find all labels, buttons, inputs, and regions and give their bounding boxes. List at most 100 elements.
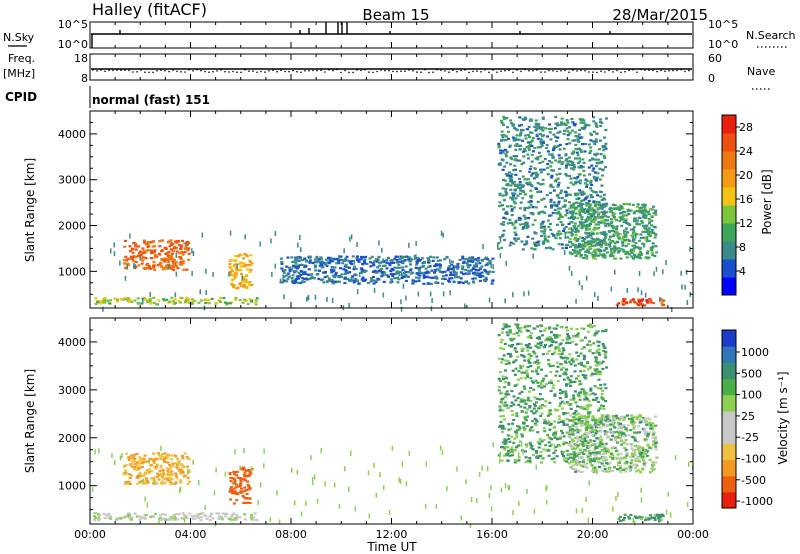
power-noise-cell (331, 298, 334, 303)
vel-cell (649, 471, 652, 474)
power-cell (406, 275, 410, 278)
power-cell (576, 217, 580, 220)
power-cell (175, 265, 179, 268)
power-cell (642, 216, 646, 219)
power-cell (339, 275, 343, 279)
vel-cell (564, 441, 568, 444)
power-cell (401, 266, 405, 269)
power-cell (528, 168, 532, 171)
power-cell (371, 262, 375, 265)
vel-cell (582, 458, 586, 461)
vel-cell (247, 488, 251, 491)
vel-cell (589, 452, 593, 455)
vel-cell (516, 325, 519, 328)
power-cell (587, 246, 591, 249)
power-cell (628, 253, 632, 256)
power-cell (635, 222, 639, 225)
power-cell (389, 259, 393, 262)
power-cell (323, 263, 327, 266)
vel-cell (159, 466, 163, 469)
vel-cell (564, 457, 568, 460)
power-cell (530, 185, 534, 188)
vel-cell (124, 483, 127, 486)
power-cell (568, 160, 572, 163)
vel-cell (526, 415, 529, 418)
power-cell (577, 133, 581, 136)
vel-cell (97, 516, 101, 519)
vel-cell (503, 448, 507, 451)
power-cell (509, 188, 513, 191)
vel-cell (153, 466, 157, 469)
power-cell (372, 264, 376, 267)
vel-cell (249, 516, 253, 519)
power-cell (325, 264, 329, 267)
power-cell (522, 223, 526, 226)
vel-cell (572, 394, 576, 397)
power-cell (626, 231, 630, 234)
power-cell (576, 252, 580, 255)
power-cell (285, 265, 289, 268)
power-cell (621, 303, 625, 306)
vel-cell (635, 431, 639, 434)
power-cell (502, 208, 506, 211)
power-cell (497, 242, 501, 245)
vel-cell (587, 458, 591, 461)
power-cell (347, 259, 351, 262)
power-cell (454, 276, 457, 279)
vel-cell (166, 519, 170, 522)
vel-cell (509, 337, 513, 340)
vel-cell (234, 516, 238, 520)
power-cell (309, 259, 312, 262)
vel-cell (588, 411, 592, 414)
nave-point (532, 69, 534, 72)
power-cell (586, 240, 590, 244)
power-noise-cell (417, 291, 420, 297)
power-cell (179, 257, 183, 260)
power-cell (150, 252, 153, 255)
vel-cell (602, 407, 606, 410)
vel-cell (188, 512, 192, 515)
vel-cell (608, 456, 612, 459)
vel-cell (559, 436, 563, 439)
vel-cell (646, 433, 650, 436)
vel-cell (235, 483, 238, 486)
power-cell (597, 220, 601, 224)
nave-point (168, 70, 170, 73)
vel-cell (585, 445, 589, 448)
power-cell (584, 196, 588, 200)
power-cell (567, 193, 571, 196)
vel-cell (579, 339, 583, 342)
vel-cell (157, 478, 161, 481)
vel-cell (628, 517, 631, 520)
power-cell (389, 269, 393, 273)
power-cell (551, 156, 555, 159)
vel-cell (598, 373, 602, 376)
vel-noise-cell (575, 508, 578, 514)
power-cell (603, 204, 606, 207)
power-cell (627, 209, 631, 212)
vel-cell (167, 453, 171, 457)
power-cell (618, 233, 622, 236)
vel-cell (500, 391, 504, 394)
power-cell (422, 282, 426, 285)
power-cell (228, 263, 232, 266)
vel-cell (558, 374, 562, 378)
vel-cell (544, 374, 548, 377)
power-cell (528, 143, 532, 146)
vel-cell (507, 423, 511, 426)
power-cell (639, 250, 642, 253)
vel-cell (572, 450, 576, 454)
nave-point (420, 71, 422, 73)
vel-cell (603, 444, 607, 447)
power-cell (599, 139, 602, 142)
power-cell (404, 270, 408, 273)
power-cell (641, 298, 645, 301)
power-cell (369, 261, 373, 264)
power-cell (550, 161, 554, 164)
power-cell (551, 186, 555, 189)
vel-cell (554, 374, 558, 377)
power-cell (183, 301, 187, 304)
power-cell (584, 178, 588, 181)
power-cell (513, 226, 517, 229)
power-cell (323, 271, 327, 274)
